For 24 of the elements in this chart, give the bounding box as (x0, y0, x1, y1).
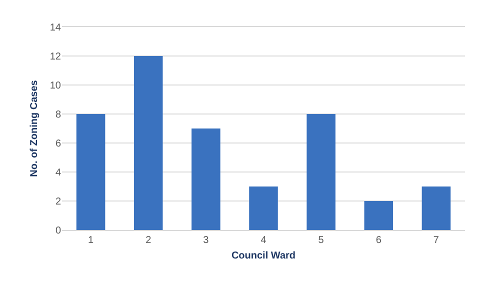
x-tick-label: 6 (376, 235, 382, 246)
y-tick-label: 2 (55, 196, 62, 208)
y-axis-title: No. of Zoning Cases (28, 80, 40, 177)
bar (76, 114, 106, 230)
y-tick-label: 10 (50, 80, 62, 92)
bar (192, 128, 220, 230)
y-tick-label: 8 (55, 110, 62, 120)
x-tick-label: 5 (318, 235, 324, 246)
x-tick-label: 2 (146, 235, 152, 246)
bar (306, 114, 336, 230)
bar (422, 186, 451, 230)
y-tick-label: 4 (55, 168, 62, 178)
y-tick-label: 12 (50, 52, 62, 62)
bar (364, 201, 394, 230)
bar (134, 56, 163, 230)
y-tick-label: 6 (55, 138, 62, 150)
x-tick-label: 3 (203, 235, 210, 246)
x-tick-label: 1 (88, 235, 94, 246)
x-tick-label: 4 (260, 235, 267, 246)
y-tick-label: 0 (55, 226, 62, 236)
x-axis-title: Council Ward (231, 250, 296, 262)
x-tick-label: 7 (433, 235, 440, 246)
bar (249, 186, 278, 230)
y-tick-label: 14 (50, 22, 62, 34)
